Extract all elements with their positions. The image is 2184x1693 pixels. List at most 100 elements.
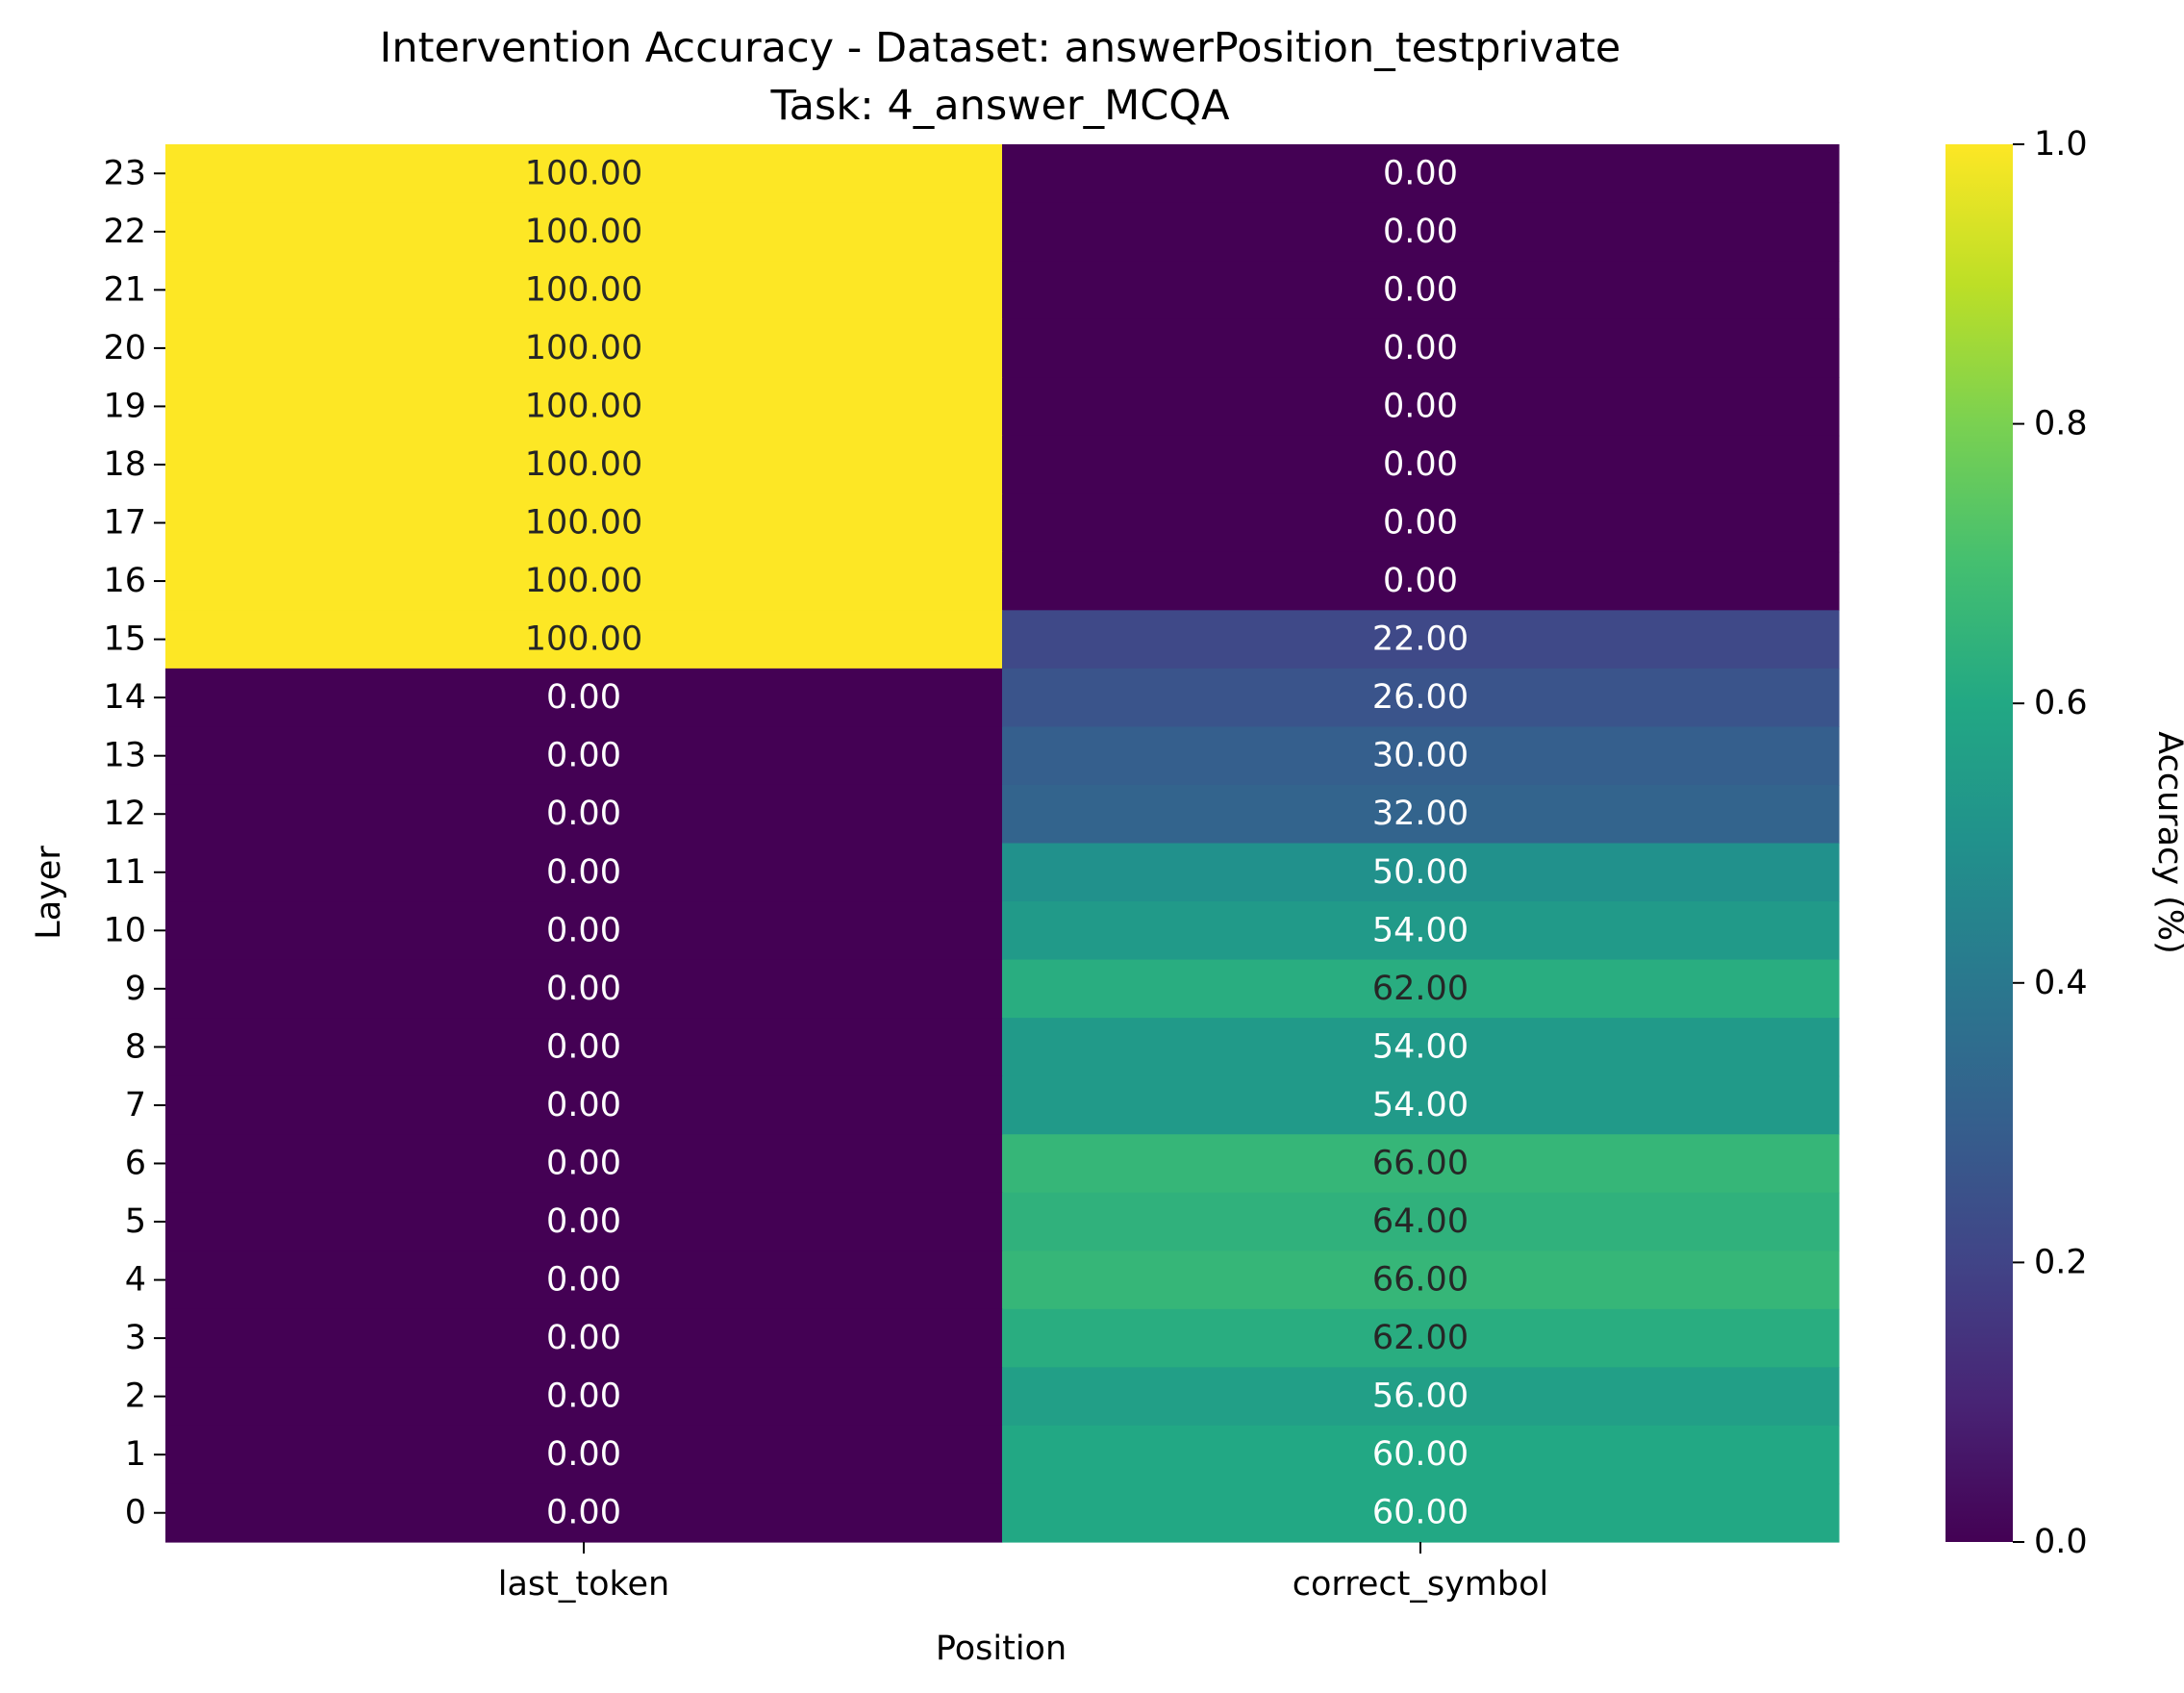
- heatmap-cell: [165, 784, 1003, 845]
- heatmap-cell: [165, 1425, 1003, 1485]
- y-tick-label: 10: [103, 911, 146, 949]
- cell-annotation: 56.00: [1372, 1377, 1469, 1416]
- cell-annotation: 30.00: [1372, 737, 1469, 775]
- cell-annotation: 0.00: [1383, 270, 1458, 309]
- cell-annotation: 62.00: [1372, 1319, 1469, 1357]
- heatmap-cell: [1002, 144, 1840, 204]
- y-tick-label: 2: [125, 1377, 146, 1416]
- colorbar-tick-label: 0.0: [2034, 1523, 2088, 1561]
- heatmap-cell: [165, 1018, 1003, 1077]
- cell-annotation: 66.00: [1372, 1144, 1469, 1182]
- x-tick-label: last_token: [498, 1565, 670, 1604]
- cell-annotation: 0.00: [546, 970, 621, 1008]
- heatmap-cell: [165, 668, 1003, 728]
- heatmap-cell: [165, 318, 1003, 378]
- y-tick-label: 23: [103, 154, 146, 192]
- cell-annotation: 100.00: [525, 562, 642, 600]
- heatmap-cell: [165, 377, 1003, 437]
- colorbar-label: Accuracy (%): [2150, 731, 2184, 953]
- cell-annotation: 0.00: [546, 1202, 621, 1241]
- y-tick-label: 8: [125, 1027, 146, 1066]
- cell-annotation: 100.00: [525, 504, 642, 543]
- cell-annotation: 0.00: [546, 1027, 621, 1066]
- heatmap-cell: [1002, 959, 1840, 1019]
- heatmap-cell: [1002, 1308, 1840, 1368]
- heatmap-cell: [165, 435, 1003, 494]
- cell-annotation: 100.00: [525, 387, 642, 425]
- heatmap-cell: [165, 901, 1003, 961]
- heatmap-cell: [165, 144, 1003, 204]
- cell-annotation: 100.00: [525, 620, 642, 659]
- heatmap-cell: [165, 610, 1003, 670]
- cell-annotation: 100.00: [525, 154, 642, 192]
- heatmap-cell: [1002, 1251, 1840, 1310]
- cell-annotation: 54.00: [1372, 1086, 1469, 1124]
- cell-annotation: 100.00: [525, 329, 642, 367]
- y-tick-label: 13: [103, 737, 146, 775]
- y-tick-label: 12: [103, 795, 146, 833]
- cell-annotation: 32.00: [1372, 795, 1469, 833]
- cell-annotation: 100.00: [525, 270, 642, 309]
- y-tick-label: 11: [103, 853, 146, 892]
- heatmap-cell: [1002, 1018, 1840, 1077]
- cell-annotation: 0.00: [546, 911, 621, 949]
- heatmap-cell: [165, 1308, 1003, 1368]
- heatmap-cell: [165, 493, 1003, 553]
- heatmap-cell: [1002, 1134, 1840, 1194]
- cell-annotation: 0.00: [1383, 504, 1458, 543]
- y-tick-label: 4: [125, 1261, 146, 1300]
- chart-subtitle: Task: 4_answer_MCQA: [769, 82, 1230, 130]
- heatmap-cell: [165, 726, 1003, 786]
- cell-annotation: 0.00: [546, 1494, 621, 1532]
- cell-annotation: 64.00: [1372, 1202, 1469, 1241]
- cell-annotation: 22.00: [1372, 620, 1469, 659]
- cell-annotation: 0.00: [1383, 154, 1458, 192]
- cell-annotation: 0.00: [546, 1319, 621, 1357]
- cell-annotation: 0.00: [546, 1086, 621, 1124]
- colorbar: [1946, 144, 2013, 1542]
- cell-annotation: 60.00: [1372, 1435, 1469, 1474]
- x-axis: last_token correct_symbol: [498, 1542, 1548, 1604]
- y-tick-label: 5: [125, 1202, 146, 1241]
- cell-annotation: 100.00: [525, 213, 642, 251]
- y-tick-label: 0: [125, 1494, 146, 1532]
- heatmap-cells: [165, 144, 1840, 1543]
- heatmap-cell: [165, 843, 1003, 902]
- heatmap-cell: [165, 202, 1003, 262]
- heatmap-cell: [1002, 726, 1840, 786]
- cell-annotation: 0.00: [546, 678, 621, 717]
- heatmap-cell: [1002, 435, 1840, 494]
- heatmap-cell: [1002, 1075, 1840, 1135]
- heatmap-cell: [165, 261, 1003, 320]
- heatmap-cell: [1002, 1483, 1840, 1543]
- heatmap-cell: [1002, 901, 1840, 961]
- cell-annotation: 0.00: [546, 1261, 621, 1300]
- heatmap-cell: [1002, 1192, 1840, 1251]
- heatmap-cell: [165, 959, 1003, 1019]
- heatmap-cell: [165, 1483, 1003, 1543]
- cell-annotation: 0.00: [546, 1377, 621, 1416]
- y-tick-label: 6: [125, 1144, 146, 1182]
- heatmap-cell: [165, 1134, 1003, 1194]
- y-tick-label: 1: [125, 1435, 146, 1474]
- heatmap-cell: [1002, 493, 1840, 553]
- heatmap-cell: [1002, 668, 1840, 728]
- cell-annotation: 50.00: [1372, 853, 1469, 892]
- colorbar-tick-label: 0.2: [2034, 1243, 2088, 1281]
- colorbar-tick-label: 0.8: [2034, 405, 2088, 443]
- colorbar-tick-label: 1.0: [2034, 125, 2088, 164]
- y-tick-label: 21: [103, 270, 146, 309]
- y-tick-label: 18: [103, 445, 146, 484]
- cell-annotation: 0.00: [1383, 387, 1458, 425]
- cell-annotations: 100.00 0.00 100.00 0.00 100.00 0.00 100.00 0.00…: [525, 154, 1469, 1531]
- heatmap-cell: [1002, 318, 1840, 378]
- y-tick-label: 22: [103, 213, 146, 251]
- chart-title: Intervention Accuracy - Dataset: answerP…: [380, 24, 1621, 72]
- cell-annotation: 0.00: [1383, 562, 1458, 600]
- heatmap-cell: [1002, 377, 1840, 437]
- heatmap-cell: [1002, 261, 1840, 320]
- cell-annotation: 0.00: [546, 795, 621, 833]
- colorbar-tick-label: 0.6: [2034, 684, 2088, 722]
